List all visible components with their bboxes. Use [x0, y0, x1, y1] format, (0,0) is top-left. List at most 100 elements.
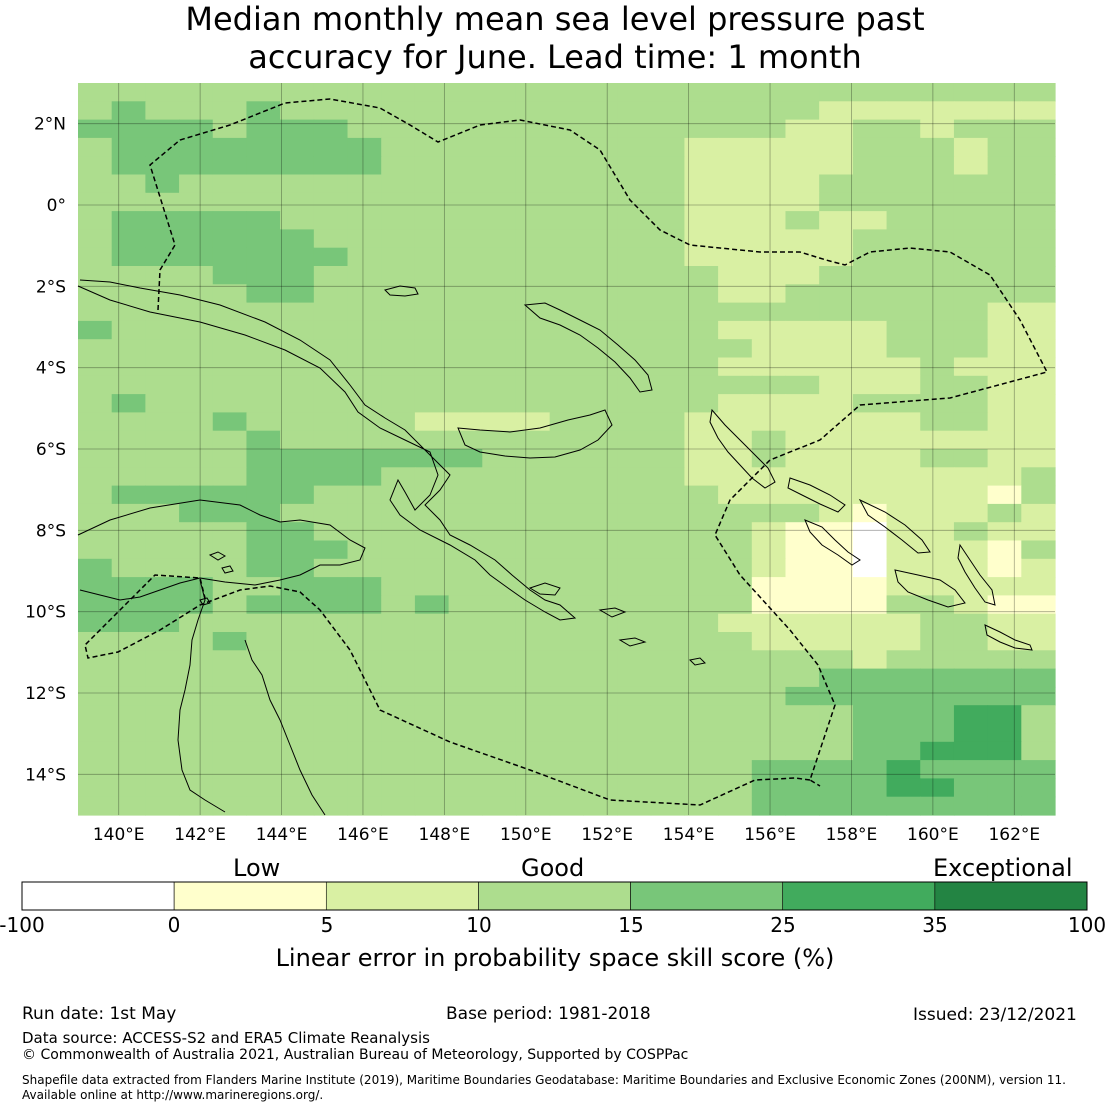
- skill-cell: [111, 485, 146, 505]
- skill-cell: [78, 302, 113, 322]
- skill-cell: [515, 705, 551, 725]
- skill-cell: [819, 83, 854, 102]
- skill-cell: [145, 302, 180, 322]
- skill-cell: [886, 339, 921, 359]
- skill-cell: [482, 83, 517, 102]
- skill-cell: [886, 156, 921, 176]
- skill-cell: [111, 760, 146, 779]
- skill-cell: [381, 668, 416, 688]
- skill-cell: [179, 101, 214, 121]
- skill-cell: [280, 284, 315, 304]
- skill-cell: [280, 632, 315, 651]
- skill-cell: [549, 796, 584, 816]
- skill-cell: [819, 449, 854, 468]
- skill-cell: [886, 394, 921, 413]
- skill-cell: [987, 302, 1022, 322]
- skill-cell: [482, 650, 517, 670]
- skill-cell: [751, 778, 787, 798]
- skill-cell: [381, 577, 416, 596]
- skill-cell: [684, 558, 719, 578]
- skill-cell: [78, 723, 113, 743]
- skill-cell: [953, 760, 989, 779]
- skill-cell: [751, 375, 787, 395]
- skill-cell: [381, 522, 416, 542]
- skill-cell: [246, 485, 281, 505]
- skill-cell: [347, 741, 382, 761]
- skill-cell: [448, 192, 483, 212]
- skill-cell: [414, 522, 450, 542]
- skill-cell: [78, 156, 113, 176]
- skill-cell: [515, 375, 551, 395]
- skill-cell: [179, 723, 214, 743]
- skill-cell: [179, 394, 214, 413]
- skill-cell: [414, 302, 450, 322]
- skill-cell: [414, 174, 450, 194]
- skill-cell: [819, 705, 854, 725]
- skill-cell: [617, 357, 652, 377]
- skill-cell: [886, 723, 921, 743]
- skill-cell: [414, 83, 450, 102]
- skill-cell: [549, 723, 584, 743]
- skill-cell: [212, 339, 248, 359]
- skill-cell: [920, 558, 955, 578]
- skill-cell: [583, 705, 618, 725]
- skill-cell: [751, 192, 787, 212]
- skill-cell: [987, 558, 1022, 578]
- skill-cell: [179, 192, 214, 212]
- skill-cell: [280, 320, 315, 340]
- skill-cell: [718, 357, 753, 377]
- skill-cell: [1021, 174, 1056, 194]
- skill-cell: [852, 741, 888, 761]
- copyright: © Commonwealth of Australia 2021, Austra…: [22, 1047, 689, 1063]
- skill-cell: [852, 540, 888, 560]
- skill-cell: [111, 302, 146, 322]
- colorbar-segment: [630, 881, 784, 911]
- skill-cell: [583, 613, 618, 633]
- skill-cell: [280, 375, 315, 395]
- skill-cell: [381, 357, 416, 377]
- skill-cell: [515, 449, 551, 468]
- skill-cell: [583, 796, 618, 816]
- skill-cell: [852, 137, 888, 157]
- skill-cell: [920, 632, 955, 651]
- skill-cell: [987, 577, 1022, 596]
- skill-cell: [212, 467, 248, 487]
- skill-cell: [381, 192, 416, 212]
- skill-cell: [1021, 668, 1056, 688]
- latitude-tick-label: 2°N: [34, 115, 66, 135]
- skill-cell: [414, 211, 450, 230]
- skill-cell: [751, 558, 787, 578]
- skill-cell: [1021, 796, 1056, 816]
- skill-cell: [448, 540, 483, 560]
- shapefile-credit-line-2: Available online at http://www.marinereg…: [22, 1088, 324, 1102]
- skill-cell: [617, 430, 652, 450]
- skill-cell: [313, 485, 349, 505]
- skill-cell: [920, 577, 955, 596]
- skill-cell: [482, 357, 517, 377]
- skill-cell: [145, 741, 180, 761]
- skill-cell: [718, 174, 753, 194]
- skill-cell: [718, 430, 753, 450]
- skill-cell: [414, 540, 450, 560]
- skill-cell: [347, 357, 382, 377]
- skill-cell: [212, 357, 248, 377]
- skill-cell: [246, 137, 281, 157]
- skill-cell: [347, 503, 382, 523]
- longitude-tick-label: 148°E: [419, 825, 471, 845]
- skill-cell: [852, 247, 888, 267]
- skill-cell: [718, 83, 753, 102]
- skill-cell: [448, 101, 483, 121]
- skill-cell: [381, 449, 416, 468]
- skill-cell: [819, 741, 854, 761]
- skill-cell: [448, 247, 483, 267]
- skill-cell: [280, 558, 315, 578]
- skill-cell: [515, 467, 551, 487]
- skill-cell: [145, 192, 180, 212]
- skill-cell: [953, 741, 989, 761]
- skill-cell: [448, 613, 483, 633]
- skill-cell: [953, 613, 989, 633]
- skill-cell: [886, 430, 921, 450]
- skill-cell: [448, 485, 483, 505]
- skill-cell: [785, 430, 820, 450]
